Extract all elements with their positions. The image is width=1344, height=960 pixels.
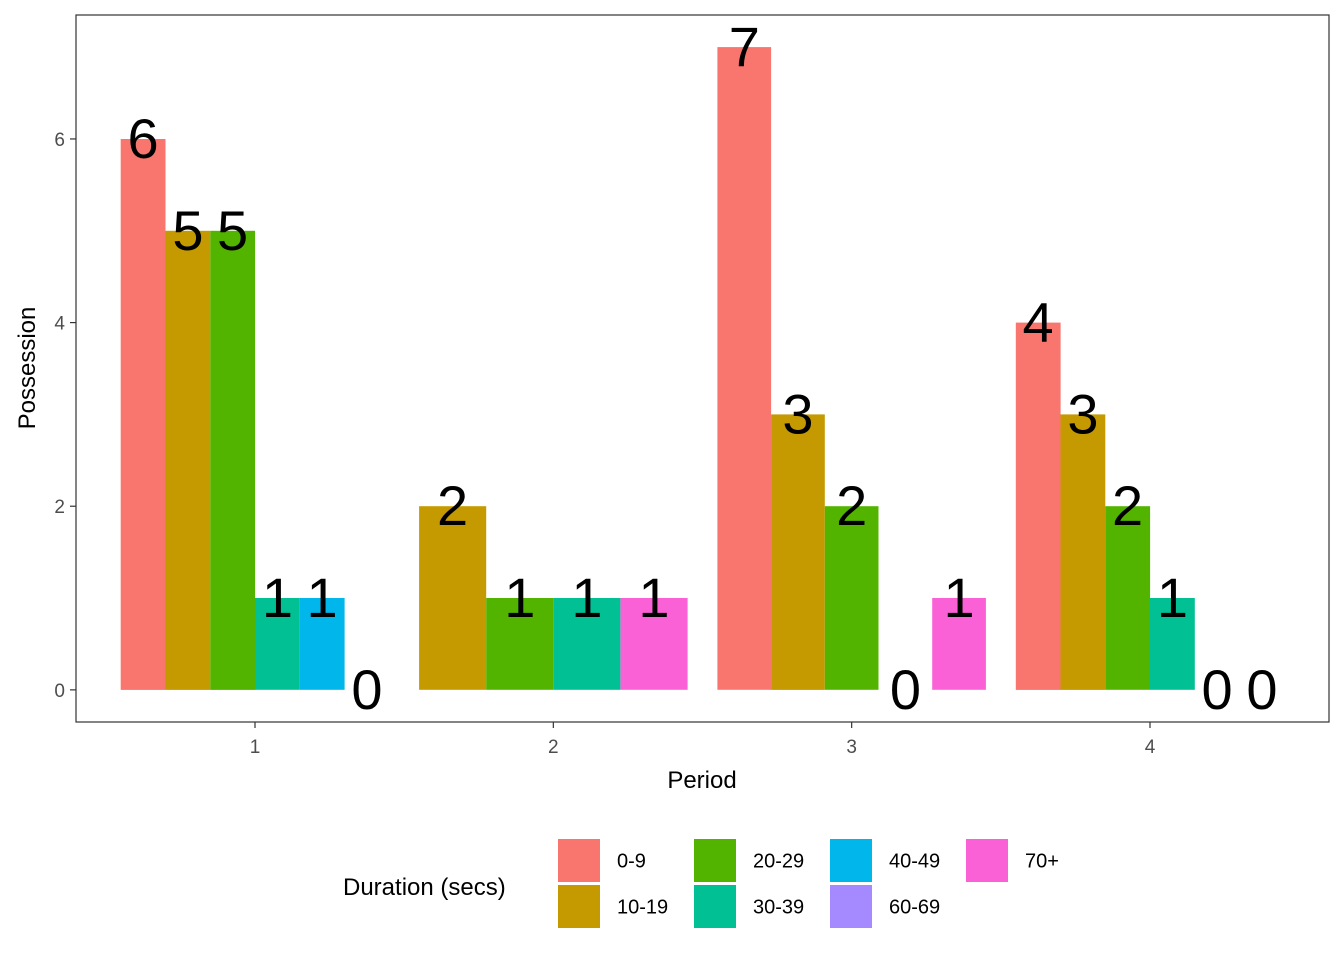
legend-label-0-9: 0-9 — [617, 851, 646, 873]
y-tick-label: 6 — [54, 130, 65, 151]
bar-period-4-30-39 — [1150, 598, 1195, 690]
data-label-period-4-0-9: 4 — [1023, 291, 1054, 354]
data-label-period-1-30-39: 1 — [262, 566, 293, 629]
legend-label-10-19: 10-19 — [617, 897, 668, 919]
x-tick-label: 4 — [1145, 737, 1156, 758]
y-axis: 0 2 4 6 — [54, 130, 76, 702]
data-label-period-3-60-69: 0 — [890, 658, 921, 721]
bar-period-4-20-29 — [1105, 506, 1151, 690]
legend-label-30-39: 30-39 — [753, 897, 804, 919]
bar-period-2-20-29 — [486, 598, 554, 690]
bar-period-3-70- — [932, 598, 986, 690]
bar-period-1-40-49 — [299, 598, 345, 690]
bar-period-3-0-9 — [717, 47, 772, 690]
data-label-period-1-40-49: 1 — [307, 566, 338, 629]
bar-period-1-0-9 — [120, 139, 166, 690]
legend-key-60-69 — [830, 885, 872, 928]
y-tick-label: 0 — [54, 681, 65, 702]
y-tick-label: 4 — [54, 314, 65, 335]
legend-title: Duration (secs) — [343, 874, 506, 901]
legend-key-10-19 — [558, 885, 600, 928]
data-label-period-2-20-29: 1 — [504, 566, 535, 629]
bar-period-4-0-9 — [1015, 322, 1061, 690]
legend-label-60-69: 60-69 — [889, 897, 940, 919]
data-label-period-2-30-39: 1 — [571, 566, 602, 629]
legend-label-40-49: 40-49 — [889, 851, 940, 873]
bar-period-4-10-19 — [1060, 414, 1106, 690]
x-tick-label: 2 — [548, 737, 559, 758]
data-label-period-4-70-: 0 — [1246, 658, 1277, 721]
data-label-period-3-70-: 1 — [944, 566, 975, 629]
data-label-period-1-0-9: 6 — [128, 107, 159, 170]
legend-key-30-39 — [694, 885, 736, 928]
data-label-period-1-10-19: 5 — [172, 199, 203, 262]
bar-period-1-10-19 — [165, 230, 211, 690]
legend-key-0-9 — [558, 839, 600, 882]
legend-label-70-: 70+ — [1025, 851, 1059, 873]
data-label-period-4-20-29: 2 — [1112, 474, 1143, 537]
legend: Duration (secs) 0-9 10-19 20-29 30-39 40-49 6… — [343, 839, 1059, 928]
data-label-period-3-10-19: 3 — [782, 382, 813, 445]
legend-key-40-49 — [830, 839, 872, 882]
data-label-period-2-10-19: 2 — [437, 474, 468, 537]
plot-panel-border — [75, 14, 1330, 723]
legend-label-20-29: 20-29 — [753, 851, 804, 873]
data-label-period-4-30-39: 1 — [1157, 566, 1188, 629]
y-axis-title: Possession — [14, 307, 41, 430]
x-axis: 1 2 3 4 — [250, 722, 1156, 758]
bar-period-2-30-39 — [553, 598, 621, 690]
data-label-period-3-0-9: 7 — [729, 15, 760, 78]
bar-period-2-70- — [620, 598, 688, 690]
bar-period-2-10-19 — [419, 506, 487, 690]
bars-layer — [120, 47, 1195, 690]
bar-period-3-20-29 — [824, 506, 879, 690]
data-label-period-4-60-69: 0 — [1202, 658, 1233, 721]
y-tick-label: 2 — [54, 497, 65, 518]
data-label-period-3-20-29: 2 — [836, 474, 867, 537]
data-label-period-4-10-19: 3 — [1067, 382, 1098, 445]
x-tick-label: 1 — [250, 737, 261, 758]
bar-period-3-10-19 — [771, 414, 825, 690]
x-axis-title: Period — [667, 767, 736, 794]
bar-period-1-30-39 — [255, 598, 300, 690]
legend-key-70- — [966, 839, 1008, 882]
bar-period-1-20-29 — [210, 230, 256, 690]
legend-key-20-29 — [694, 839, 736, 882]
data-label-period-2-70-: 1 — [638, 566, 669, 629]
data-label-period-1-20-29: 5 — [217, 199, 248, 262]
data-label-period-1-70-: 0 — [351, 658, 382, 721]
x-tick-label: 3 — [846, 737, 857, 758]
